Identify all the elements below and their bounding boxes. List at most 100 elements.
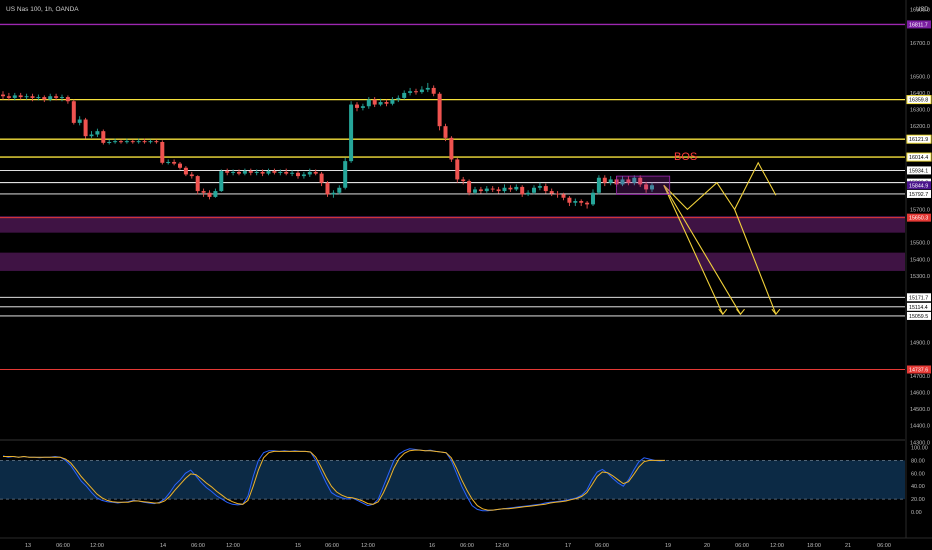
time-tick-label: 17 (565, 543, 571, 549)
time-tick-label: 12:00 (495, 543, 509, 549)
price-tick-label: 14900.0 (910, 340, 930, 346)
candle-body (514, 186, 519, 190)
candle-body (449, 137, 454, 160)
time-axis[interactable]: 13 06:00 12:00 14 06:00 12:00 15 06:00 12:00 16 06… (0, 537, 932, 549)
candle-body (119, 141, 123, 143)
candle-body (60, 97, 64, 99)
price-tag-label: 15171.7 (909, 295, 928, 301)
time-tick-label: 06:00 (191, 543, 205, 549)
projection-path-0 (663, 161, 777, 211)
price-tag-bg (907, 181, 931, 190)
projection-arrowhead-2 (736, 308, 745, 316)
stochastic-oscillator (0, 439, 905, 512)
currency-label: USD (916, 7, 929, 13)
price-tag-label: 15650.3 (909, 216, 928, 222)
candle-body (195, 176, 200, 192)
candle-body (561, 194, 566, 198)
candle-body (48, 96, 53, 100)
candle-body (478, 189, 483, 192)
candle-body (366, 99, 371, 107)
candle-body (260, 171, 265, 174)
candle-body (225, 171, 230, 173)
candle-body (585, 202, 590, 205)
candle-body (573, 201, 578, 203)
candle-body (537, 186, 542, 188)
projection-arrowhead-3 (771, 308, 781, 316)
candle-body (166, 161, 171, 163)
candle-body (378, 102, 383, 105)
candle-body (455, 159, 460, 180)
stoch-tick-label: 100.00 (911, 446, 928, 452)
price-tick-label: 16200.0 (910, 124, 930, 130)
price-tag-bg (907, 365, 931, 374)
candle-body (579, 201, 584, 203)
candle-body (160, 141, 165, 163)
time-tick-label: 06:00 (56, 543, 70, 549)
candle-body (443, 126, 448, 138)
price-tag-label: 16359.8 (909, 98, 928, 104)
candle-body (349, 104, 354, 162)
time-tick-label: 19 (665, 543, 671, 549)
candle-body (502, 187, 507, 192)
candle-body (520, 186, 525, 195)
time-tick-label: 14 (160, 543, 166, 549)
time-tick-label: 06:00 (325, 543, 339, 549)
time-tick-label: 06:00 (877, 543, 891, 549)
price-tag-label: 15059.5 (909, 314, 928, 320)
candle-body (390, 99, 395, 104)
time-tick-label: 21 (845, 543, 851, 549)
price-tag-label: 16811.7 (909, 22, 928, 28)
time-tick-label: 12:00 (361, 543, 375, 549)
stoch-tick-label: 60.00 (911, 471, 925, 477)
candle-body (154, 141, 159, 143)
candle-body (602, 177, 607, 183)
candle-body (42, 97, 47, 100)
candle-body (30, 96, 35, 98)
candle-body (419, 89, 424, 93)
candle-body (89, 134, 94, 137)
price-tick-label: 15700.0 (910, 207, 930, 213)
price-tick-label: 14500.0 (910, 407, 930, 413)
candle-body (242, 171, 247, 174)
candle-body (319, 173, 324, 183)
price-tick-label: 14300.0 (910, 440, 930, 446)
candle-body (360, 106, 365, 108)
price-tag-label: 15792.7 (909, 192, 928, 198)
candle-body (343, 161, 348, 188)
bos-box (616, 175, 671, 195)
candle-body (331, 192, 336, 195)
price-tag-label: 16014.4 (909, 155, 928, 161)
candle-body (384, 102, 389, 104)
candle-body (189, 174, 194, 177)
candle-body (77, 119, 82, 123)
stoch-k-line (2, 448, 666, 512)
candle-body (555, 193, 560, 195)
supply-demand-zones (0, 216, 905, 271)
candle-body (549, 191, 554, 194)
candle-body (201, 191, 206, 193)
price-tick-label: 15300.0 (910, 274, 930, 280)
candle-body (526, 192, 531, 195)
candle-body (142, 141, 147, 143)
candle-body (425, 87, 430, 90)
candle-body (396, 97, 401, 100)
candle-body (431, 87, 436, 94)
candle-body (508, 187, 513, 190)
candle-body (266, 171, 271, 174)
candle-body (402, 92, 407, 98)
candle-body (148, 141, 153, 143)
price-tag-bg (907, 189, 931, 198)
zone-0 (0, 216, 905, 233)
chart-title: US Nas 100, 1h, OANDA (6, 6, 79, 13)
candle-body (644, 184, 649, 190)
candle-body (591, 192, 595, 205)
projection-path-1 (663, 185, 724, 315)
price-axis[interactable]: 16900.0 16700.0 16500.0 16400.0 16300.0 16200… (905, 0, 932, 538)
candle-body (95, 131, 100, 135)
price-tick-label: 16900.0 (910, 8, 930, 14)
candle-body (355, 104, 359, 108)
price-tag-bg (906, 152, 932, 162)
time-tick-label: 18:00 (807, 543, 821, 549)
candle-body (237, 171, 241, 174)
